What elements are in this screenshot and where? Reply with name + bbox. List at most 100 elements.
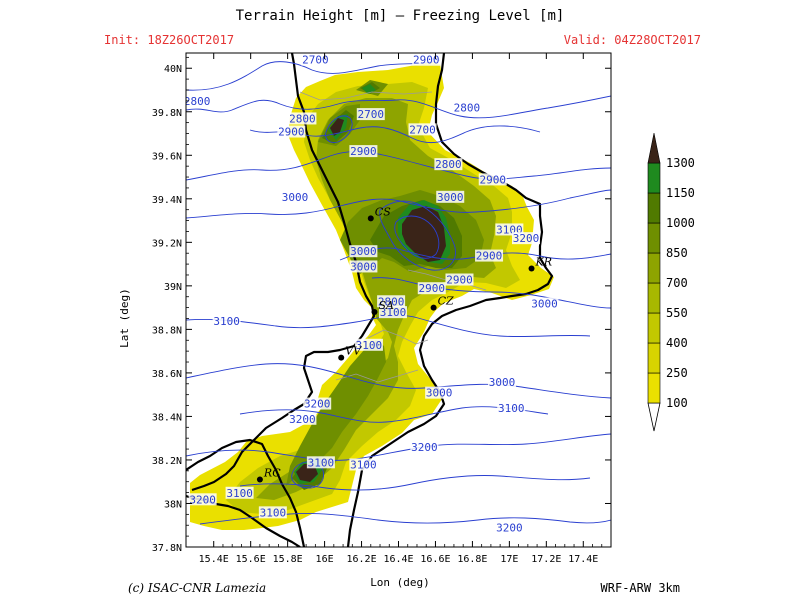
legend-label: 1300 [666,156,695,170]
contour-label: 2900 [349,145,378,158]
legend: 100 250 400 550 700 850 1000 1150 1300 [647,132,695,432]
contour-label-text: 3100 [380,306,407,319]
contour-label-bg [277,125,306,138]
contour-label-bg [475,249,504,262]
contour-label-text: 3000 [350,260,377,273]
legend-label: 850 [666,246,688,260]
contour-label-bg [212,314,241,327]
contour-label-text: 3200 [496,522,523,535]
contour-line [186,151,611,181]
contour-line [325,115,353,143]
lat-tick-label: 39.6N [152,151,182,162]
contour-label-bg [497,401,526,414]
contour-label-bg [306,456,335,469]
legend-label: 100 [666,396,688,410]
contour-label: 3000 [436,190,465,204]
contour-label-text: 3000 [282,191,309,204]
contour-label-text: 2900 [419,282,446,295]
contour-label-text: 3000 [426,387,453,400]
lat-tick-label: 38N [164,499,182,510]
x-axis-label: Lon (deg) [370,576,430,589]
contour-label-text: 3000 [437,191,464,204]
contour-label-text: 2800 [378,295,405,308]
contour-line [186,363,611,399]
freezing-level-contours [186,59,611,525]
contour-label-bg [410,441,439,454]
contour-label: 3200 [495,521,524,535]
contour-label: 3000 [487,375,516,389]
lat-tick-label: 39.2N [152,238,182,249]
contour-label-bg [301,53,330,66]
legend-label: 550 [666,306,688,320]
contour-label-text: 3100 [356,339,383,352]
contour-label-text: 3200 [513,232,540,245]
legend-swatch [647,282,661,314]
contour-label: 2800 [288,112,317,125]
contour-label-bg [303,397,332,410]
city-markers: CS KR SA CZ VV RC [256,205,552,483]
legend-swatch [647,372,661,404]
contour-label-text: 2800 [184,95,211,108]
contour-label: 3100 [378,306,407,319]
contour-label-bg [258,506,287,519]
contour-label: 2800 [452,101,481,115]
contour-label: 3100 [306,456,335,469]
city-dot [528,265,535,272]
contour-line [379,200,456,271]
lon-tick-label: 16E [316,554,334,565]
contour-label-text: 2900 [476,250,503,263]
contour-label-bg [288,112,317,125]
lat-tick-label: 38.6N [152,369,182,380]
init-time: Init: 18Z26OCT2017 [104,33,234,47]
city-dot [430,304,437,311]
contour-label-text: 3100 [226,487,253,500]
contour-label-bg [445,273,474,286]
contour-label: 3100 [225,486,254,500]
contour-label: 2700 [356,108,385,121]
contour-label-text: 3100 [350,458,377,471]
contour-label: 3200 [512,232,540,245]
city-label: RC [263,467,281,480]
contour-label: 3000 [349,260,378,273]
lon-tick-label: 17.2E [531,554,561,565]
contour-label: 2800 [184,95,212,108]
contour-label: 2900 [277,125,306,139]
contour-label: 3200 [188,493,217,506]
lat-tick-label: 38.8N [152,325,182,336]
legend-swatch [647,312,661,344]
contour-label-bg [356,108,385,121]
lon-tick-label: 16.8E [457,554,487,565]
contour-label: 2900 [478,173,507,186]
contour-label-bg [412,53,441,66]
contour-label-text: 2800 [289,112,316,125]
map-title: Terrain Height [m] — Freezing Level [m] [236,8,565,24]
legend-label: 700 [666,276,688,290]
contour-line [371,277,611,309]
city-dot [256,476,263,483]
boundary-line [299,91,433,101]
contour-label-text: 2700 [302,54,329,67]
contour-line [339,247,611,261]
contour-label: 3100 [349,458,378,471]
contour-label-bg [186,95,212,108]
lat-axis: 37.8N 38N 38.2N 38.4N 38.6N 38.8N 39N 39.2N 39.4… [152,56,611,554]
contour-label: 2900 [417,282,446,295]
lon-tick-label: 15.8E [273,554,303,565]
legend-label: 1150 [666,186,695,200]
contour-label-text: 3100 [260,506,287,519]
contour-label: 2800 [377,295,406,308]
terrain-shading [190,62,554,530]
contour-label: 3200 [410,441,439,454]
contour-label-bg [188,493,217,506]
lon-tick-label: 16.4E [383,554,413,565]
contour-label: 2900 [412,53,441,67]
contour-label-text: 2800 [454,102,481,115]
contour-label-bg [377,295,406,308]
contour-label-bg [408,123,437,136]
contour-label-text: 2900 [479,173,506,186]
contour-label-bg [354,338,383,351]
contour-label: 3200 [303,397,332,411]
lat-tick-label: 38.4N [152,412,182,423]
contour-label: 2900 [445,273,474,287]
